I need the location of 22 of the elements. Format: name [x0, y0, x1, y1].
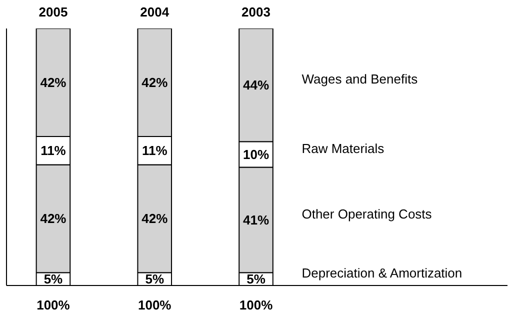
data-label: 42%	[142, 74, 168, 90]
text: Raw Materials	[302, 140, 385, 156]
x-tick-label: 2003	[242, 4, 270, 20]
data-label: 42%	[40, 74, 67, 90]
data-label: 42%	[142, 211, 168, 226]
text: Other Operating Costs	[302, 206, 432, 222]
data-label: 5%	[145, 272, 164, 287]
total-label: 100%	[36, 298, 70, 312]
total-label: 100%	[138, 298, 172, 312]
data-label: 11%	[142, 143, 168, 158]
data-label: 11%	[40, 143, 66, 158]
text: Depreciation & Amortization	[302, 266, 462, 281]
x-tick-label: 2005	[38, 4, 68, 20]
data-label: 42%	[40, 211, 67, 226]
data-label: 44%	[242, 78, 270, 93]
data-label: 10%	[242, 146, 270, 162]
text: Wages and Benefits	[302, 72, 418, 87]
total-label: 100%	[239, 298, 274, 312]
data-label: 5%	[44, 272, 64, 287]
x-tick-label: 2004	[140, 4, 170, 20]
data-label: 41%	[242, 212, 270, 228]
data-label: 5%	[246, 272, 266, 287]
